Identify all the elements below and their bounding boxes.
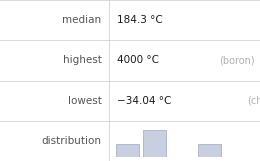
Bar bbox=[144, 130, 166, 157]
Text: distribution: distribution bbox=[41, 136, 101, 146]
Text: lowest: lowest bbox=[68, 96, 101, 106]
Text: −34.04 °C: −34.04 °C bbox=[117, 96, 171, 106]
Text: 4000 °C: 4000 °C bbox=[117, 55, 159, 65]
Bar bbox=[198, 144, 220, 157]
Text: median: median bbox=[62, 15, 101, 25]
Text: (boron): (boron) bbox=[219, 55, 255, 65]
Bar bbox=[116, 144, 139, 157]
Text: 184.3 °C: 184.3 °C bbox=[117, 15, 163, 25]
Text: (chlorine): (chlorine) bbox=[247, 96, 260, 106]
Text: highest: highest bbox=[62, 55, 101, 65]
